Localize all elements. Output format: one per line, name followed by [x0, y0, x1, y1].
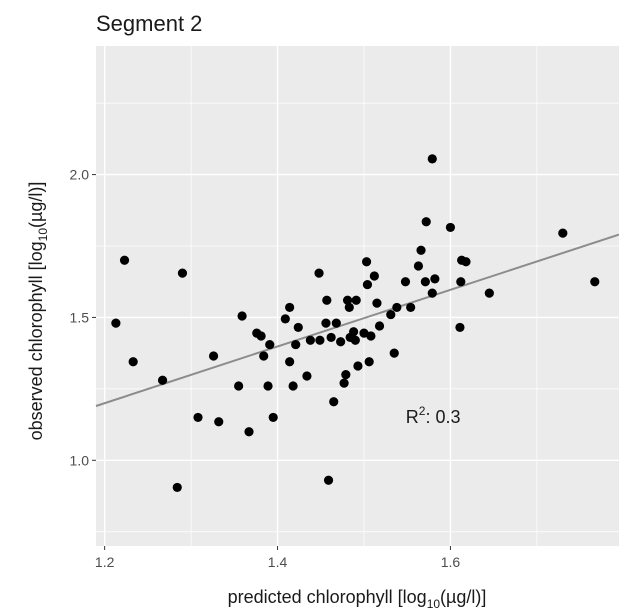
data-point — [366, 331, 376, 341]
data-point — [590, 277, 600, 287]
data-point — [288, 381, 298, 391]
data-point — [321, 318, 331, 328]
data-point — [364, 357, 374, 367]
data-point — [280, 314, 290, 324]
data-point — [484, 288, 494, 298]
data-point — [329, 397, 339, 407]
data-point — [214, 417, 224, 427]
data-point — [177, 268, 188, 278]
data-point — [455, 322, 465, 333]
data-point — [416, 245, 426, 255]
data-point — [268, 412, 278, 423]
chart-title: Segment 2 — [96, 11, 202, 36]
data-point — [234, 381, 244, 391]
data-point — [421, 217, 431, 227]
data-point — [420, 277, 430, 287]
y-axis-label: observed chlorophyll [log10(µg/l)] — [26, 182, 50, 441]
y-axis-ticks: 1.0 1.5 2.0 — [70, 167, 96, 468]
data-point — [389, 348, 399, 358]
data-point — [349, 327, 359, 337]
y-tick-label: 1.0 — [70, 452, 90, 468]
data-point — [427, 288, 437, 298]
data-point — [193, 412, 203, 423]
data-point — [259, 351, 269, 361]
x-axis-ticks: 1.2 1.4 1.6 — [95, 546, 460, 570]
data-point — [285, 302, 295, 313]
data-point — [456, 277, 466, 287]
data-point — [293, 322, 303, 333]
data-point — [445, 222, 456, 233]
data-point — [331, 318, 341, 328]
data-point — [362, 279, 373, 290]
data-points — [111, 154, 600, 493]
data-point — [369, 271, 379, 281]
data-point — [305, 335, 315, 345]
data-point — [323, 475, 334, 485]
data-point — [359, 328, 369, 338]
data-point — [351, 295, 361, 305]
data-point — [119, 255, 130, 265]
x-axis-label-prefix: predicted chlorophyll [log — [228, 587, 427, 607]
data-point — [461, 257, 471, 267]
x-tick-label: 1.2 — [95, 554, 115, 570]
y-axis-label-suffix: (µg/l)] — [26, 182, 46, 228]
data-point — [237, 311, 247, 321]
data-point — [208, 351, 219, 361]
data-point — [430, 274, 440, 284]
data-point — [361, 257, 372, 267]
r-squared-value: : 0.3 — [425, 407, 460, 427]
data-point — [400, 277, 411, 287]
data-point — [406, 302, 416, 313]
data-point — [392, 302, 402, 313]
y-tick-label: 2.0 — [70, 167, 90, 183]
data-point — [350, 335, 360, 345]
data-point — [244, 427, 254, 437]
y-axis-label-prefix: observed chlorophyll [log — [26, 241, 46, 440]
data-point — [344, 302, 354, 313]
data-point — [314, 268, 324, 278]
data-point — [326, 332, 336, 343]
r-squared-annotation: R2: 0.3 — [406, 404, 461, 427]
data-point — [386, 309, 396, 320]
data-point — [558, 228, 568, 238]
data-point — [128, 357, 138, 367]
x-axis-label-suffix: (µg/l)] — [440, 587, 486, 607]
data-point — [302, 371, 312, 381]
r-squared-base: R — [406, 407, 419, 427]
data-point — [256, 331, 266, 341]
data-point — [315, 335, 325, 345]
data-point — [342, 295, 353, 305]
data-point — [157, 375, 168, 385]
data-point — [372, 298, 382, 308]
data-point — [336, 337, 346, 347]
data-point — [413, 261, 424, 271]
r-squared-sup: 2 — [419, 404, 426, 418]
data-point — [353, 361, 363, 371]
data-point — [427, 154, 437, 164]
data-point — [322, 295, 332, 305]
data-point — [265, 339, 275, 350]
data-point — [111, 318, 121, 328]
data-point — [263, 381, 273, 391]
y-axis-label-sub: 10 — [36, 228, 50, 242]
x-axis-label-sub: 10 — [427, 597, 441, 611]
grid-minor — [96, 46, 619, 546]
data-point — [285, 357, 295, 367]
data-point — [374, 321, 385, 331]
data-point — [172, 482, 182, 493]
x-axis-label: predicted chlorophyll [log10(µg/l)] — [228, 587, 487, 611]
grid-major — [96, 46, 619, 546]
data-point — [339, 378, 349, 388]
y-tick-label: 1.5 — [70, 309, 90, 325]
data-point — [341, 369, 351, 380]
x-tick-label: 1.6 — [441, 554, 461, 570]
trend-line — [95, 233, 619, 407]
data-point — [291, 339, 301, 350]
x-tick-label: 1.4 — [268, 554, 288, 570]
